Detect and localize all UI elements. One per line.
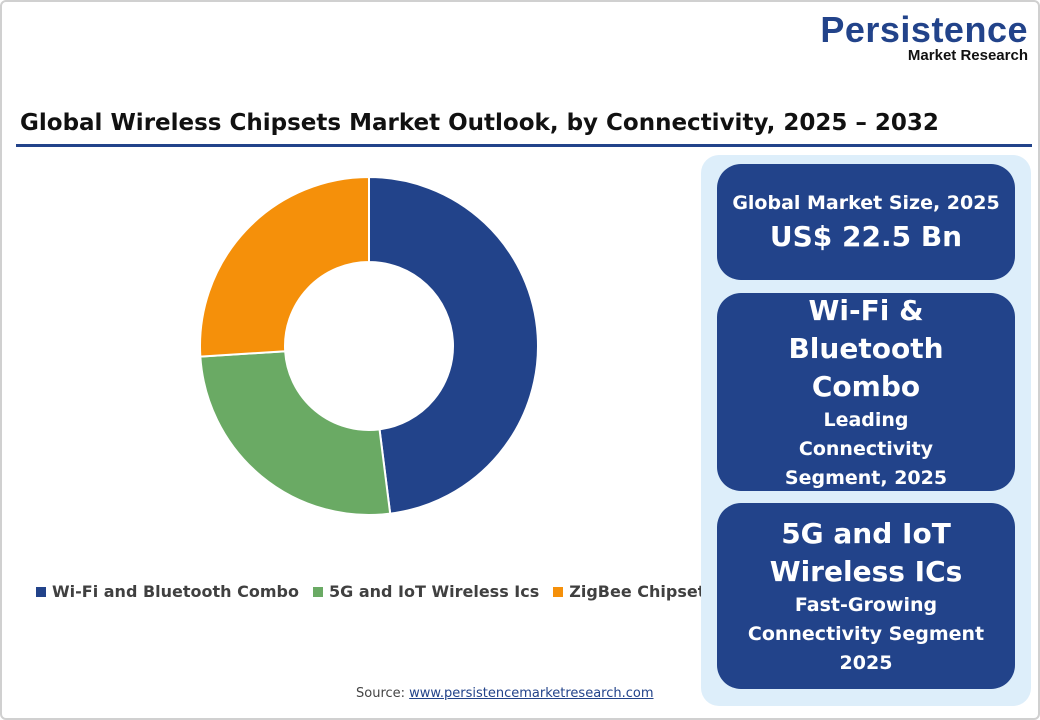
legend-item: ZigBee Chipsets xyxy=(553,582,715,601)
legend-label: 5G and IoT Wireless Ics xyxy=(328,582,540,601)
leading-segment-card: Wi-Fi & Bluetooth Combo Leading Connecti… xyxy=(717,293,1015,491)
fast-growing-card: 5G and IoT Wireless ICs Fast-Growing Con… xyxy=(717,503,1015,689)
legend: Wi-Fi and Bluetooth Combo 5G and IoT Wir… xyxy=(36,582,715,601)
legend-item: 5G and IoT Wireless Ics xyxy=(312,582,540,601)
card-value: 5G and IoT Wireless ICs xyxy=(769,516,963,588)
title-divider xyxy=(16,144,1032,147)
donut-slice-2 xyxy=(199,350,392,516)
logo: Persistence Market Research xyxy=(820,12,1028,64)
chart-title: Global Wireless Chipsets Market Outlook,… xyxy=(20,110,939,136)
card-label: Leading Connectivity Segment, 2025 xyxy=(784,408,948,489)
legend-item: Wi-Fi and Bluetooth Combo xyxy=(36,582,299,601)
legend-label: ZigBee Chipsets xyxy=(569,582,715,601)
donut-chart xyxy=(198,175,539,516)
logo-line2: Market Research xyxy=(907,47,1028,64)
legend-label: Wi-Fi and Bluetooth Combo xyxy=(52,582,299,601)
legend-swatch xyxy=(36,586,46,597)
card-label: Global Market Size, 2025 xyxy=(732,191,1000,214)
source-link[interactable]: www.persistencemarketresearch.com xyxy=(409,686,654,701)
legend-swatch xyxy=(312,586,323,597)
market-size-card: Global Market Size, 2025 US$ 22.5 Bn xyxy=(717,164,1015,280)
source-label: Source: xyxy=(356,686,410,701)
card-value: Wi-Fi & Bluetooth Combo xyxy=(788,293,944,403)
donut-slice-1 xyxy=(368,175,539,515)
source: Source: www.persistencemarketresearch.co… xyxy=(356,686,654,701)
card-label: Fast-Growing Connectivity Segment 2025 xyxy=(747,593,985,674)
logo-line1: Persistence xyxy=(820,9,1028,50)
legend-swatch xyxy=(553,586,564,597)
card-value: US$ 22.5 Bn xyxy=(769,219,963,253)
donut-slice-3 xyxy=(198,175,370,358)
